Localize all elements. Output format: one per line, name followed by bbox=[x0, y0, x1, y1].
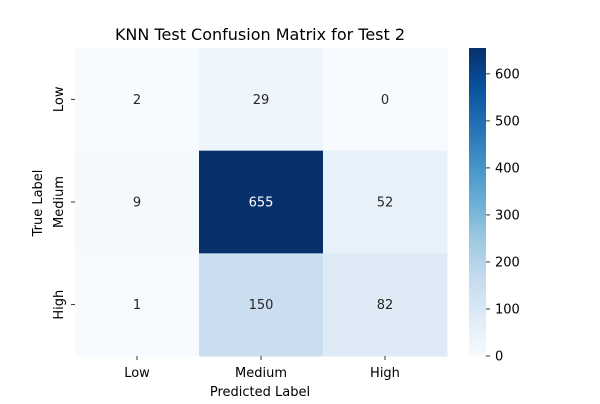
heatmap-cell bbox=[199, 253, 324, 357]
colorbar-tick-label: 300 bbox=[495, 208, 520, 223]
heatmap-cell bbox=[199, 48, 324, 152]
heatmap-cell-labels: 2 29 0 9 655 52 1 150 82 bbox=[133, 93, 393, 313]
cell-value-label: 655 bbox=[249, 196, 274, 211]
colorbar-ticks: 0 100 200 300 400 500 600 bbox=[486, 67, 520, 365]
cell-value-label: 9 bbox=[133, 196, 141, 211]
x-tick-label: Medium bbox=[235, 366, 287, 381]
y-tick-label: Low bbox=[52, 86, 67, 112]
x-tick-label: Low bbox=[124, 366, 150, 381]
heatmap-cell bbox=[75, 253, 200, 357]
cell-value-label: 82 bbox=[377, 298, 394, 313]
colorbar-tick-label: 500 bbox=[495, 114, 520, 129]
colorbar-tick-label: 0 bbox=[495, 350, 503, 365]
y-axis-ticks: Low Medium High bbox=[52, 86, 75, 320]
colorbar-tick-label: 200 bbox=[495, 255, 520, 270]
x-axis-label: Predicted Label bbox=[210, 385, 310, 400]
heatmap-cell bbox=[323, 150, 448, 254]
colorbar-tick-label: 600 bbox=[495, 67, 520, 82]
heatmap-cell bbox=[323, 48, 448, 152]
heatmap-cells bbox=[75, 48, 448, 357]
y-tick-label: Medium bbox=[52, 176, 67, 228]
colorbar-tick-label: 100 bbox=[495, 302, 520, 317]
x-tick-label: High bbox=[370, 366, 400, 381]
colorbar-tick-label: 400 bbox=[495, 161, 520, 176]
cell-value-label: 2 bbox=[133, 93, 141, 108]
heatmap-cell bbox=[323, 253, 448, 357]
cell-value-label: 150 bbox=[249, 298, 274, 313]
chart-title: KNN Test Confusion Matrix for Test 2 bbox=[115, 25, 405, 44]
cell-value-label: 52 bbox=[377, 196, 394, 211]
cell-value-label: 29 bbox=[253, 93, 270, 108]
x-axis-ticks: Low Medium High bbox=[124, 356, 400, 381]
cell-value-label: 1 bbox=[133, 298, 141, 313]
cell-value-label: 0 bbox=[381, 93, 389, 108]
heatmap-cell bbox=[199, 150, 324, 254]
colorbar bbox=[469, 48, 486, 356]
heatmap-cell bbox=[75, 150, 200, 254]
heatmap-cell bbox=[75, 48, 200, 152]
y-tick-label: High bbox=[52, 290, 67, 320]
y-axis-label: True Label bbox=[31, 170, 46, 238]
